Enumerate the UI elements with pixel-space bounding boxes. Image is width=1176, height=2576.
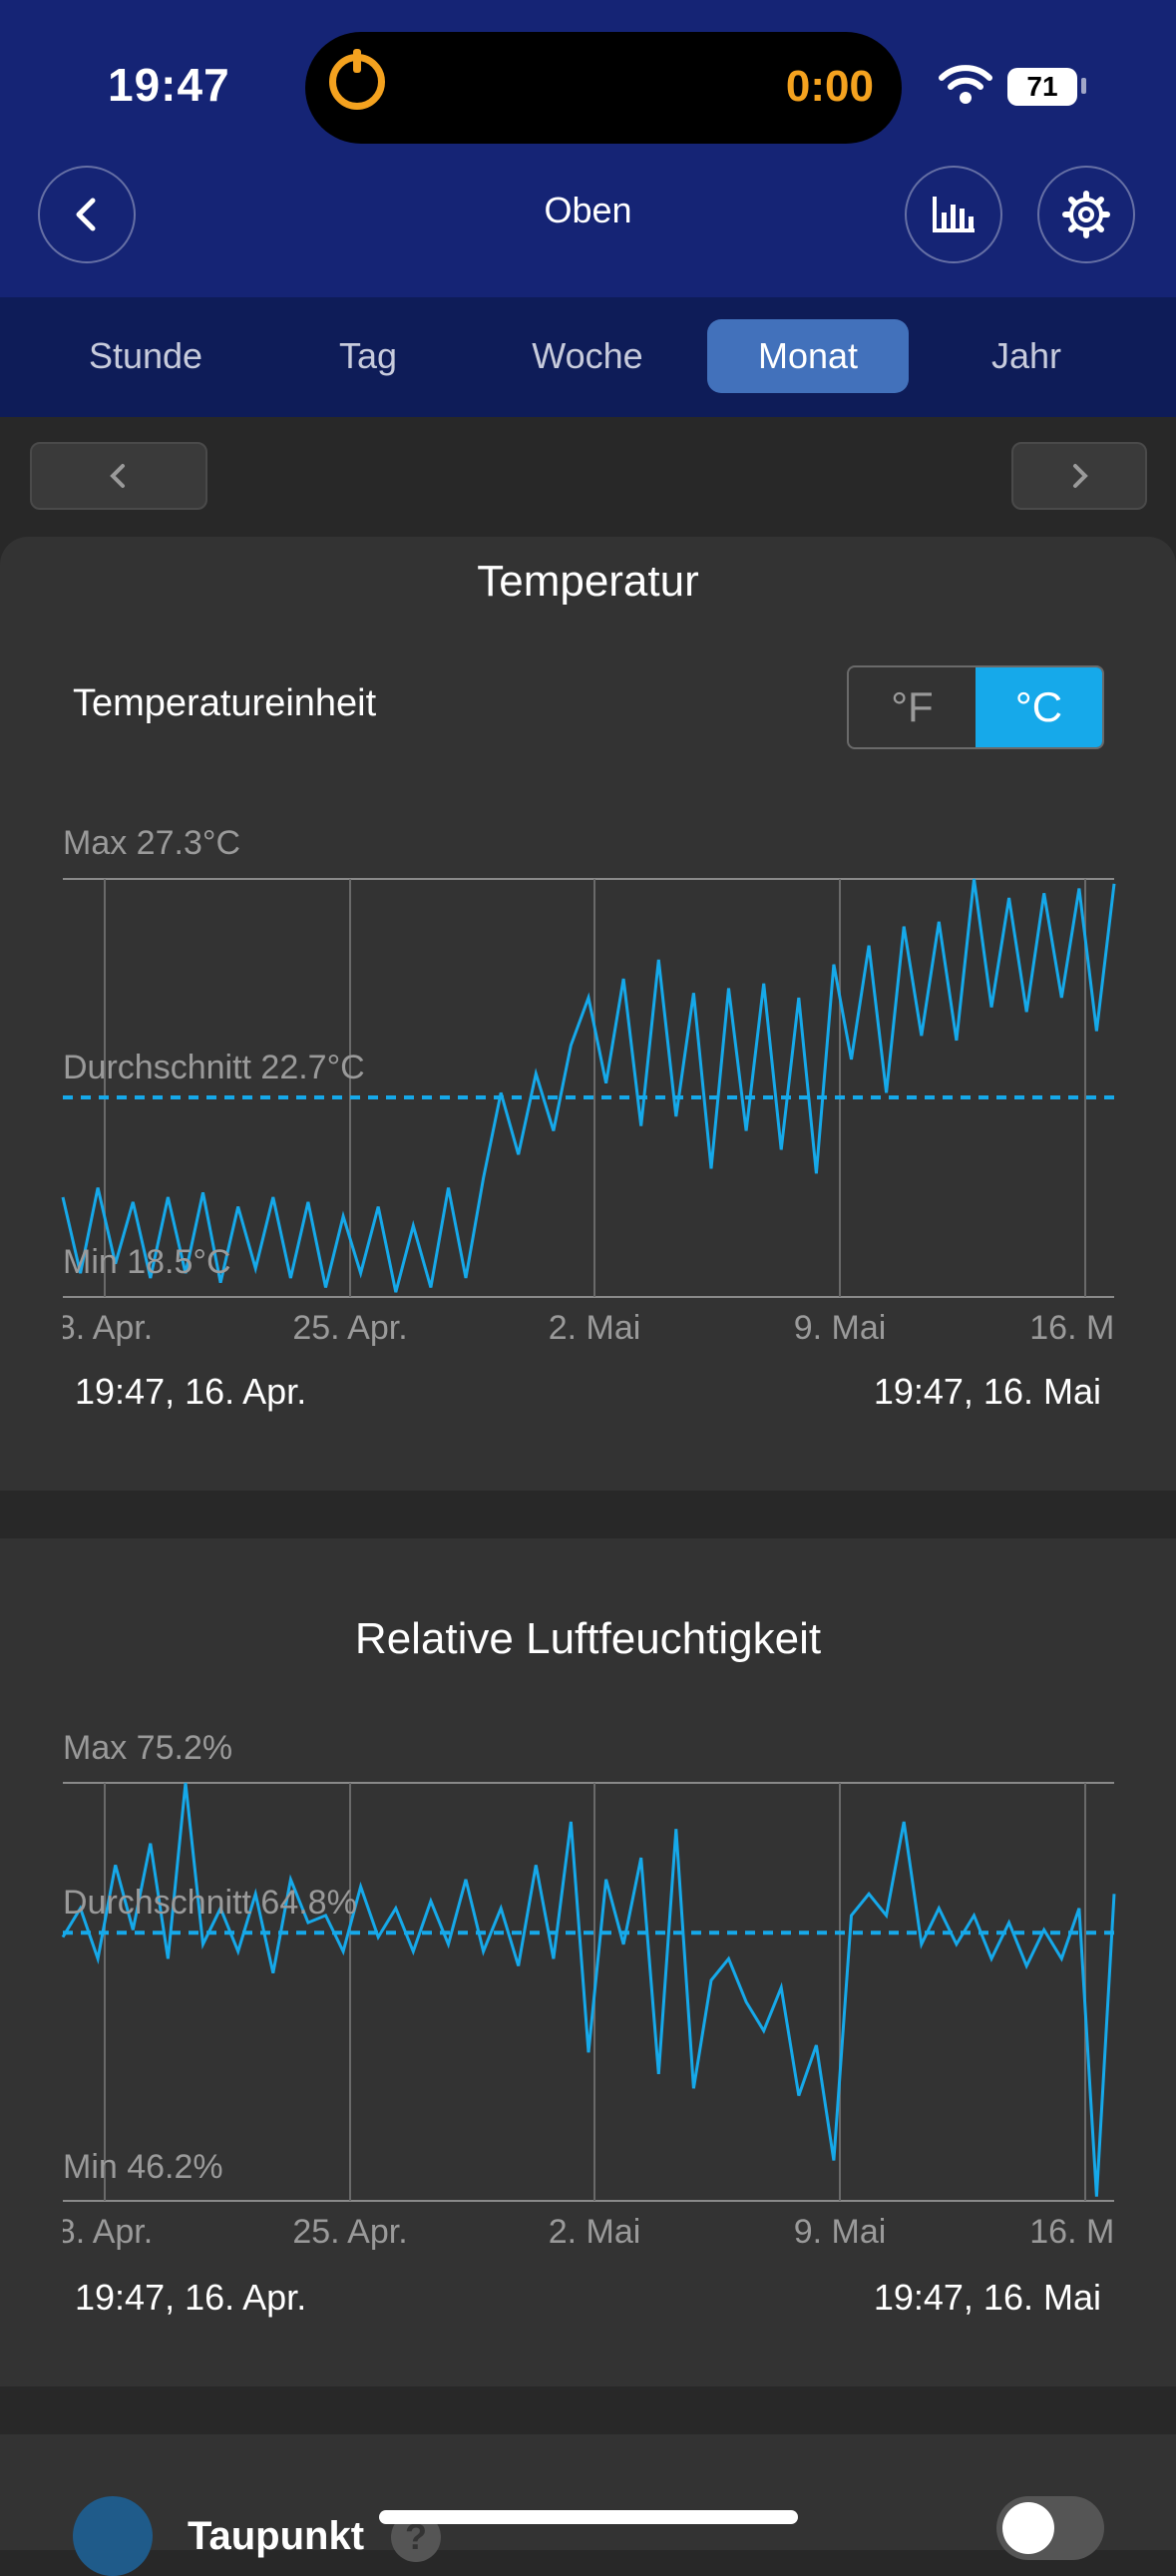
humidity-line [61, 1782, 1116, 2197]
previous-period-button[interactable] [30, 442, 207, 510]
fahrenheit-option[interactable]: °F [891, 683, 934, 730]
humidity-chart: Max 75.2% Durchschnitt 64.8% Min 46.2% 8… [57, 1729, 1141, 2251]
x-tick-label: 9. Mai [794, 2213, 887, 2251]
tab-jahr[interactable]: Jahr [990, 335, 1062, 376]
timer-icon [329, 49, 385, 110]
x-tick-label: 25. Apr. [292, 1309, 407, 1347]
humidity-end-time: 19:47, 16. Mai [873, 2277, 1101, 2318]
next-period-button[interactable] [1011, 442, 1147, 510]
x-tick-label: 16. Mai [1029, 1309, 1141, 1347]
temperature-end-time: 19:47, 16. Mai [873, 1371, 1101, 1412]
chart-button[interactable] [905, 166, 1002, 263]
wifi-icon [939, 65, 992, 104]
x-tick-label: 16. Mai [1029, 2213, 1141, 2251]
bar-chart-icon [933, 197, 975, 232]
humidity-min-label: Min 46.2% [63, 2148, 223, 2186]
temperature-min-label: Min 18.5°C [63, 1243, 231, 1281]
period-tabs [0, 297, 1176, 417]
tab-tag[interactable]: Tag [338, 335, 398, 376]
humidity-title: Relative Luftfeuchtigkeit [354, 1614, 822, 1663]
page-title: Oben [544, 190, 632, 230]
dew-point-toggle[interactable] [996, 2496, 1104, 2560]
x-tick-label: 2. Mai [549, 1309, 641, 1347]
chevron-left-icon [110, 464, 125, 488]
tab-stunde[interactable]: Stunde [88, 335, 203, 376]
gear-icon [1062, 191, 1110, 238]
temperature-max-label: Max 27.3°C [63, 824, 240, 862]
dew-point-card [0, 2434, 1176, 2550]
x-tick-label: 9. Mai [794, 1309, 887, 1347]
x-tick-label: 8. Apr. [57, 1309, 153, 1347]
celsius-option[interactable]: °C [976, 667, 1102, 747]
humidity-card [0, 1538, 1176, 2386]
humidity-start-time: 19:47, 16. Apr. [75, 2277, 307, 2318]
temperature-title: Temperatur [477, 557, 699, 606]
home-indicator [379, 2510, 798, 2524]
dew-point-icon [73, 2496, 153, 2576]
x-tick-label: 25. Apr. [292, 2213, 407, 2251]
status-time: 19:47 [108, 59, 230, 111]
humidity-average-label: Durchschnitt 64.8% [63, 1884, 357, 1922]
chevron-right-icon [1073, 464, 1088, 488]
timer-value: 0:00 [785, 62, 874, 111]
back-button[interactable] [38, 166, 136, 263]
temperature-unit-label: Temperatureinheit [73, 682, 377, 724]
chevron-left-icon [76, 198, 96, 231]
temperature-unit-toggle[interactable]: °F °C [847, 665, 1104, 749]
x-tick-label: 2. Mai [549, 2213, 641, 2251]
tab-monat[interactable]: Monat [707, 319, 909, 393]
humidity-max-label: Max 75.2% [63, 1729, 232, 1767]
battery-indicator: 71 [1007, 68, 1077, 106]
tab-woche[interactable]: Woche [532, 335, 643, 376]
dynamic-island[interactable]: 0:00 [305, 32, 902, 144]
dew-point-label: Taupunkt [188, 2514, 365, 2558]
temperature-average-label: Durchschnitt 22.7°C [63, 1049, 365, 1086]
toggle-knob [1002, 2502, 1054, 2554]
temperature-chart: Max 27.3°C Durchschnitt 22.7°C Min 18.5°… [57, 824, 1141, 1347]
temperature-line [61, 878, 1116, 1293]
x-tick-label: 8. Apr. [57, 2213, 153, 2251]
battery-tip [1081, 78, 1086, 94]
settings-button[interactable] [1037, 166, 1135, 263]
temperature-start-time: 19:47, 16. Apr. [75, 1371, 307, 1412]
